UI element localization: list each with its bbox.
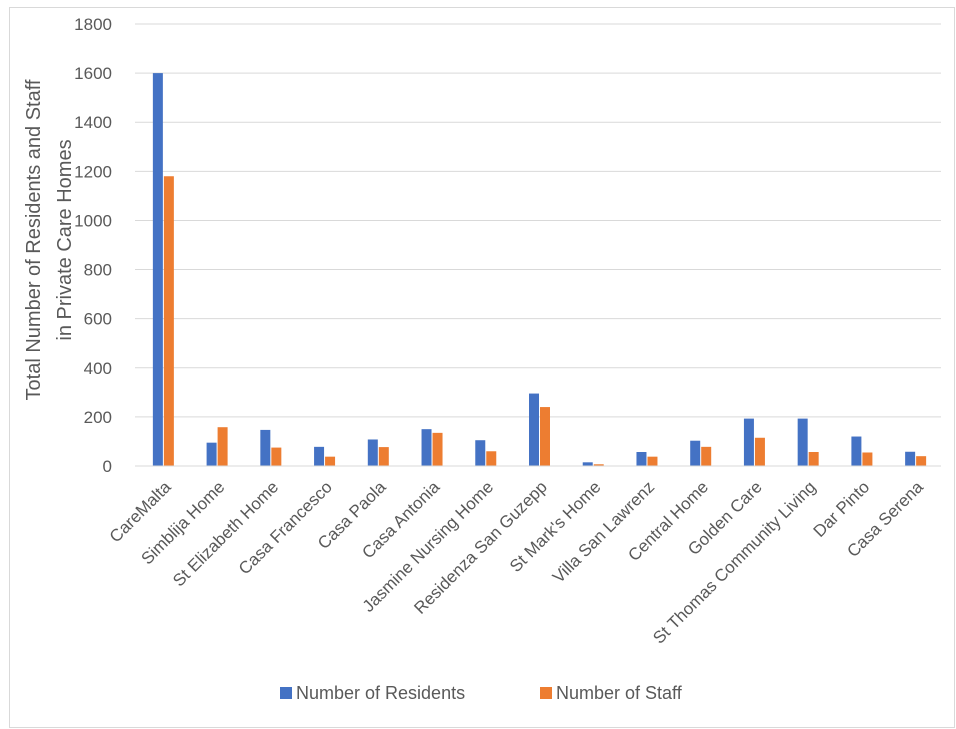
bar-residents: [152, 73, 163, 466]
bar-staff: [486, 451, 497, 466]
y-axis-label: Total Number of Residents and Staff in P…: [23, 79, 76, 400]
bar-staff: [163, 176, 174, 466]
y-axis-label-line-1: Total Number of Residents and Staff: [23, 79, 45, 400]
legend-label-residents: Number of Residents: [296, 683, 465, 703]
bar-residents: [636, 452, 647, 466]
y-tick-label: 200: [84, 408, 112, 427]
bar-residents: [851, 436, 862, 466]
bar-staff: [378, 447, 389, 466]
bar-staff: [808, 452, 819, 466]
y-axis-label-line-2: in Private Care Homes: [54, 139, 76, 340]
bar-staff: [916, 456, 927, 466]
legend-label-staff: Number of Staff: [556, 683, 683, 703]
legend: Number of Residents Number of Staff: [280, 683, 683, 703]
bar-residents: [206, 442, 217, 466]
y-tick-label: 400: [84, 359, 112, 378]
bar-residents: [529, 393, 539, 466]
y-tick-label: 0: [103, 457, 112, 476]
y-tick-label: 1200: [74, 162, 112, 181]
bar-residents: [690, 440, 701, 466]
bar-residents: [905, 451, 916, 466]
y-tick-label: 600: [84, 310, 112, 329]
bar-staff: [217, 427, 228, 466]
bar-staff: [754, 437, 765, 466]
bar-residents: [421, 429, 432, 466]
bar-residents: [797, 418, 808, 466]
bar-staff: [325, 456, 336, 466]
x-tick-label: Villa San Lawrenz: [549, 477, 658, 586]
bar-staff: [862, 452, 873, 466]
x-tick-label: St Mark's Home: [506, 477, 605, 576]
y-tick-label: 800: [84, 261, 112, 280]
bar-residents: [314, 446, 325, 466]
legend-swatch-residents: [280, 687, 292, 699]
legend-swatch-staff: [540, 687, 552, 699]
y-axis-ticks: 0 200 400 600 800 1000 1200 1400 1600 1800: [74, 15, 112, 476]
bar-residents: [260, 429, 271, 466]
bar-residents: [367, 439, 378, 466]
bar-staff: [701, 446, 712, 466]
bar-residents: [582, 462, 593, 466]
y-tick-label: 1600: [74, 64, 112, 83]
bar-staff: [432, 432, 443, 466]
bar-staff: [647, 456, 658, 466]
bar-staff: [271, 447, 282, 466]
y-tick-label: 1800: [74, 15, 112, 34]
bars: [152, 73, 927, 466]
bar-staff: [540, 407, 550, 466]
y-tick-label: 1400: [74, 113, 112, 132]
bar-staff: [593, 464, 604, 466]
y-tick-label: 1000: [74, 211, 112, 230]
gridlines: [135, 23, 941, 418]
bar-residents: [475, 440, 486, 466]
x-tick-label: Casa Francesco: [235, 477, 336, 578]
bar-residents: [743, 418, 754, 466]
